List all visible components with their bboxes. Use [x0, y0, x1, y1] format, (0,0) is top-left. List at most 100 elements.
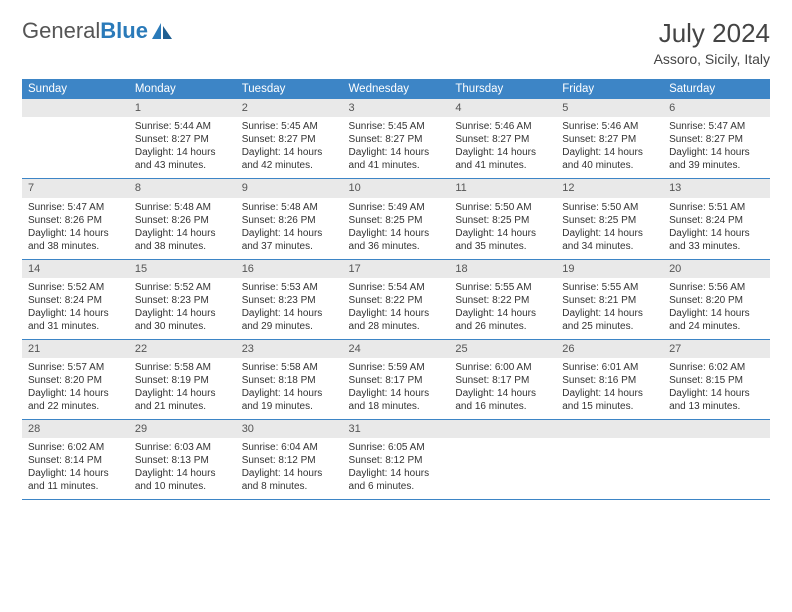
- daylight-text: Daylight: 14 hours and 24 minutes.: [669, 307, 764, 333]
- sunrise-text: Sunrise: 5:54 AM: [349, 281, 444, 294]
- daylight-text: Daylight: 14 hours and 8 minutes.: [242, 467, 337, 493]
- day-number: 29: [129, 420, 236, 438]
- sunset-text: Sunset: 8:15 PM: [669, 374, 764, 387]
- cell-body: Sunrise: 5:52 AMSunset: 8:23 PMDaylight:…: [129, 278, 236, 339]
- weekday-row: SundayMondayTuesdayWednesdayThursdayFrid…: [22, 79, 770, 99]
- calendar-cell: [556, 420, 663, 500]
- title-block: July 2024 Assoro, Sicily, Italy: [654, 18, 770, 67]
- daylight-text: Daylight: 14 hours and 28 minutes.: [349, 307, 444, 333]
- calendar-cell: 8Sunrise: 5:48 AMSunset: 8:26 PMDaylight…: [129, 179, 236, 259]
- sunrise-text: Sunrise: 5:47 AM: [28, 201, 123, 214]
- sunrise-text: Sunrise: 6:01 AM: [562, 361, 657, 374]
- day-number: 1: [129, 99, 236, 117]
- sunrise-text: Sunrise: 5:58 AM: [135, 361, 230, 374]
- page-header: GeneralBlue July 2024 Assoro, Sicily, It…: [22, 18, 770, 67]
- cell-body: Sunrise: 6:03 AMSunset: 8:13 PMDaylight:…: [129, 438, 236, 499]
- cell-body-empty: [556, 438, 663, 488]
- calendar-cell: 1Sunrise: 5:44 AMSunset: 8:27 PMDaylight…: [129, 99, 236, 179]
- sunrise-text: Sunrise: 5:59 AM: [349, 361, 444, 374]
- calendar-cell: 16Sunrise: 5:53 AMSunset: 8:23 PMDayligh…: [236, 259, 343, 339]
- calendar-cell: 23Sunrise: 5:58 AMSunset: 8:18 PMDayligh…: [236, 339, 343, 419]
- day-number: 22: [129, 340, 236, 358]
- cell-body: Sunrise: 5:47 AMSunset: 8:27 PMDaylight:…: [663, 117, 770, 178]
- sunset-text: Sunset: 8:19 PM: [135, 374, 230, 387]
- sunrise-text: Sunrise: 5:51 AM: [669, 201, 764, 214]
- calendar-cell: 9Sunrise: 5:48 AMSunset: 8:26 PMDaylight…: [236, 179, 343, 259]
- sunrise-text: Sunrise: 5:44 AM: [135, 120, 230, 133]
- sunset-text: Sunset: 8:22 PM: [455, 294, 550, 307]
- sunset-text: Sunset: 8:24 PM: [669, 214, 764, 227]
- sunrise-text: Sunrise: 6:02 AM: [669, 361, 764, 374]
- day-number: 24: [343, 340, 450, 358]
- daylight-text: Daylight: 14 hours and 34 minutes.: [562, 227, 657, 253]
- daylight-text: Daylight: 14 hours and 31 minutes.: [28, 307, 123, 333]
- sunset-text: Sunset: 8:17 PM: [455, 374, 550, 387]
- cell-body: Sunrise: 5:59 AMSunset: 8:17 PMDaylight:…: [343, 358, 450, 419]
- cell-body: Sunrise: 6:04 AMSunset: 8:12 PMDaylight:…: [236, 438, 343, 499]
- cell-body-empty: [449, 438, 556, 488]
- daylight-text: Daylight: 14 hours and 35 minutes.: [455, 227, 550, 253]
- cell-body: Sunrise: 6:02 AMSunset: 8:14 PMDaylight:…: [22, 438, 129, 499]
- sunset-text: Sunset: 8:12 PM: [242, 454, 337, 467]
- sunset-text: Sunset: 8:26 PM: [135, 214, 230, 227]
- sunset-text: Sunset: 8:25 PM: [349, 214, 444, 227]
- sunset-text: Sunset: 8:25 PM: [562, 214, 657, 227]
- day-number: 16: [236, 260, 343, 278]
- sunrise-text: Sunrise: 5:46 AM: [562, 120, 657, 133]
- daylight-text: Daylight: 14 hours and 25 minutes.: [562, 307, 657, 333]
- calendar-cell: 6Sunrise: 5:47 AMSunset: 8:27 PMDaylight…: [663, 99, 770, 179]
- daylight-text: Daylight: 14 hours and 30 minutes.: [135, 307, 230, 333]
- sunset-text: Sunset: 8:16 PM: [562, 374, 657, 387]
- day-number: 11: [449, 179, 556, 197]
- calendar-cell: 15Sunrise: 5:52 AMSunset: 8:23 PMDayligh…: [129, 259, 236, 339]
- weekday-header: Friday: [556, 79, 663, 99]
- calendar-week: 14Sunrise: 5:52 AMSunset: 8:24 PMDayligh…: [22, 259, 770, 339]
- calendar-cell: 21Sunrise: 5:57 AMSunset: 8:20 PMDayligh…: [22, 339, 129, 419]
- calendar-cell: [663, 420, 770, 500]
- sunset-text: Sunset: 8:26 PM: [28, 214, 123, 227]
- day-number: 21: [22, 340, 129, 358]
- sunrise-text: Sunrise: 5:53 AM: [242, 281, 337, 294]
- daynum-empty: [449, 420, 556, 438]
- calendar-cell: 27Sunrise: 6:02 AMSunset: 8:15 PMDayligh…: [663, 339, 770, 419]
- sunset-text: Sunset: 8:14 PM: [28, 454, 123, 467]
- sunrise-text: Sunrise: 5:48 AM: [135, 201, 230, 214]
- calendar-cell: 12Sunrise: 5:50 AMSunset: 8:25 PMDayligh…: [556, 179, 663, 259]
- sunrise-text: Sunrise: 5:52 AM: [135, 281, 230, 294]
- calendar-cell: 26Sunrise: 6:01 AMSunset: 8:16 PMDayligh…: [556, 339, 663, 419]
- sunrise-text: Sunrise: 5:45 AM: [242, 120, 337, 133]
- sunrise-text: Sunrise: 5:45 AM: [349, 120, 444, 133]
- brand-part1: General: [22, 18, 100, 43]
- calendar-cell: 24Sunrise: 5:59 AMSunset: 8:17 PMDayligh…: [343, 339, 450, 419]
- cell-body: Sunrise: 6:02 AMSunset: 8:15 PMDaylight:…: [663, 358, 770, 419]
- day-number: 13: [663, 179, 770, 197]
- calendar-cell: 19Sunrise: 5:55 AMSunset: 8:21 PMDayligh…: [556, 259, 663, 339]
- sunset-text: Sunset: 8:20 PM: [28, 374, 123, 387]
- cell-body: Sunrise: 5:45 AMSunset: 8:27 PMDaylight:…: [236, 117, 343, 178]
- cell-body: Sunrise: 6:01 AMSunset: 8:16 PMDaylight:…: [556, 358, 663, 419]
- daylight-text: Daylight: 14 hours and 11 minutes.: [28, 467, 123, 493]
- sunrise-text: Sunrise: 5:47 AM: [669, 120, 764, 133]
- day-number: 18: [449, 260, 556, 278]
- daylight-text: Daylight: 14 hours and 19 minutes.: [242, 387, 337, 413]
- cell-body: Sunrise: 6:00 AMSunset: 8:17 PMDaylight:…: [449, 358, 556, 419]
- sunrise-text: Sunrise: 6:05 AM: [349, 441, 444, 454]
- daylight-text: Daylight: 14 hours and 13 minutes.: [669, 387, 764, 413]
- daylight-text: Daylight: 14 hours and 36 minutes.: [349, 227, 444, 253]
- calendar-cell: 28Sunrise: 6:02 AMSunset: 8:14 PMDayligh…: [22, 420, 129, 500]
- calendar-cell: 25Sunrise: 6:00 AMSunset: 8:17 PMDayligh…: [449, 339, 556, 419]
- daynum-empty: [556, 420, 663, 438]
- brand-part2: Blue: [100, 18, 148, 43]
- cell-body: Sunrise: 5:52 AMSunset: 8:24 PMDaylight:…: [22, 278, 129, 339]
- daylight-text: Daylight: 14 hours and 43 minutes.: [135, 146, 230, 172]
- calendar-cell: 4Sunrise: 5:46 AMSunset: 8:27 PMDaylight…: [449, 99, 556, 179]
- daylight-text: Daylight: 14 hours and 41 minutes.: [349, 146, 444, 172]
- month-title: July 2024: [654, 18, 770, 49]
- calendar-table: SundayMondayTuesdayWednesdayThursdayFrid…: [22, 79, 770, 500]
- calendar-body: 1Sunrise: 5:44 AMSunset: 8:27 PMDaylight…: [22, 99, 770, 500]
- brand-logo: GeneralBlue: [22, 18, 172, 44]
- daylight-text: Daylight: 14 hours and 39 minutes.: [669, 146, 764, 172]
- sunset-text: Sunset: 8:21 PM: [562, 294, 657, 307]
- day-number: 19: [556, 260, 663, 278]
- cell-body: Sunrise: 6:05 AMSunset: 8:12 PMDaylight:…: [343, 438, 450, 499]
